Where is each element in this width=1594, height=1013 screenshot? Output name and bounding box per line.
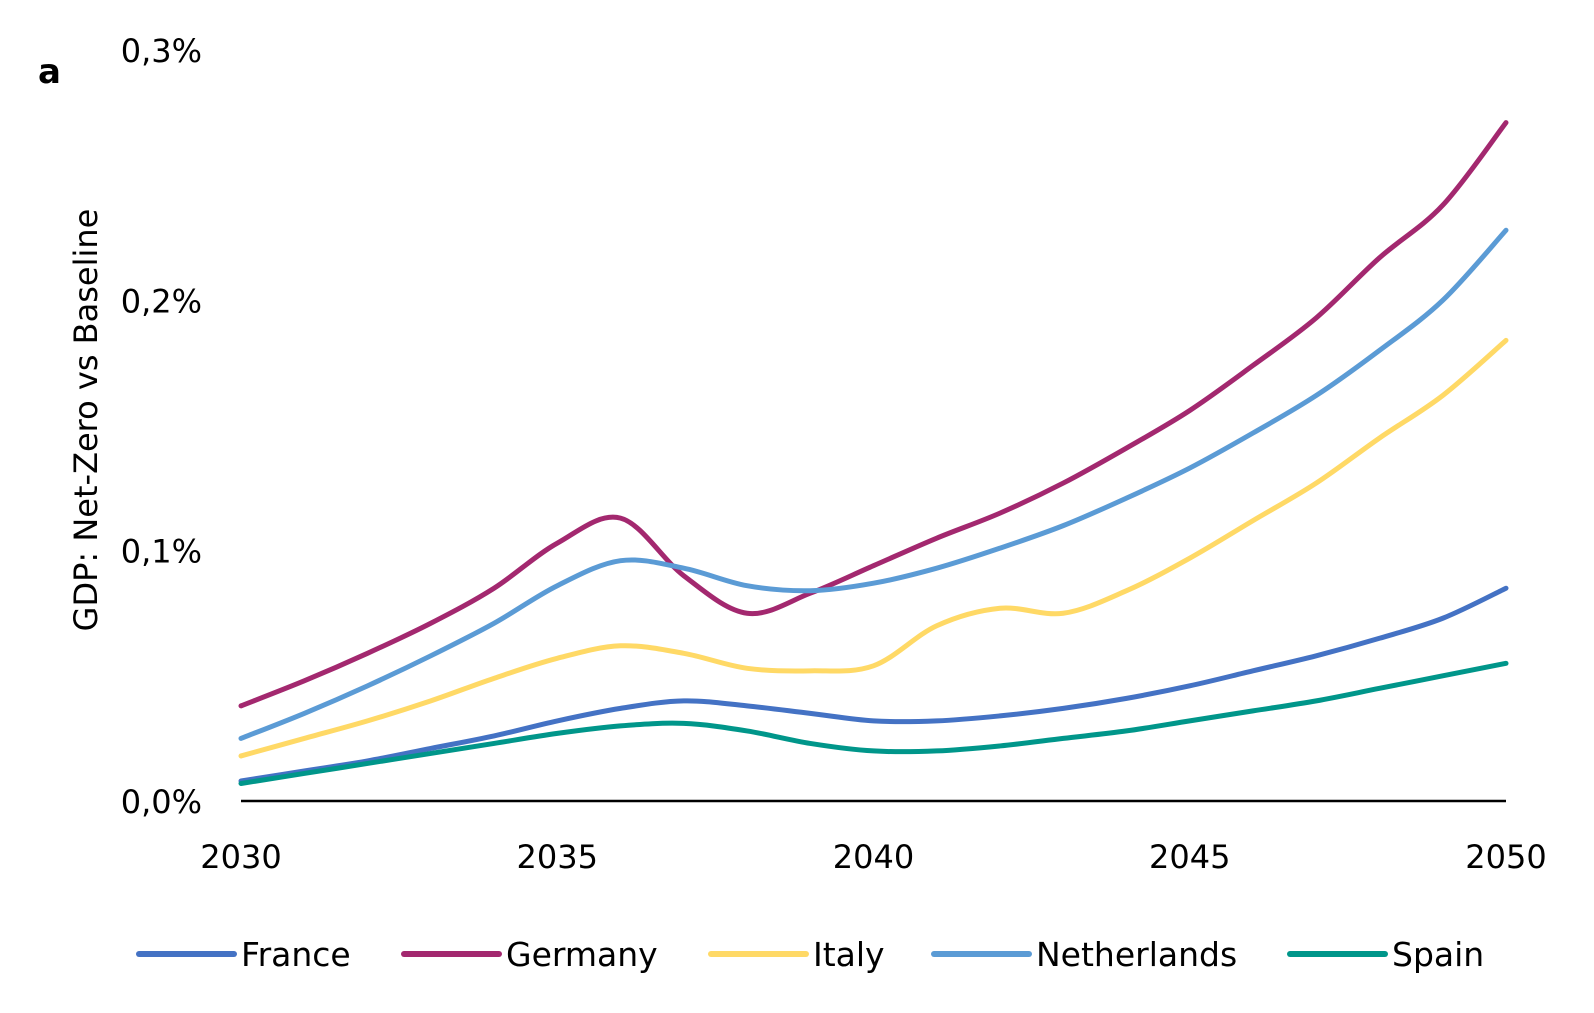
series-lines (238, 120, 1509, 786)
legend-label-netherlands: Netherlands (1036, 935, 1237, 974)
x-tick-label: 2045 (1149, 838, 1230, 876)
y-tick-label: 0,0% (121, 783, 202, 821)
series-line-germany (238, 120, 1509, 709)
panel-label: a (38, 52, 61, 92)
x-tick-label: 2050 (1465, 838, 1546, 876)
legend-label-france: France (241, 935, 351, 974)
legend: France Germany Italy Netherlands Spain (136, 935, 1484, 974)
x-tick-label: 2035 (517, 838, 598, 876)
legend-label-germany: Germany (506, 935, 658, 974)
series-line-spain (238, 660, 1509, 786)
legend-label-spain: Spain (1392, 935, 1484, 974)
series-line-netherlands (238, 227, 1509, 741)
series-line-italy (238, 337, 1509, 759)
y-tick-label: 0,1% (121, 533, 202, 571)
y-axis-title: GDP: Net-Zero vs Baseline (67, 209, 105, 632)
series-line-france (238, 585, 1509, 784)
legend-label-italy: Italy (813, 935, 885, 974)
x-tick-label: 2030 (200, 838, 281, 876)
y-tick-labels: 0,0% 0,1% 0,2% 0,3% (121, 32, 202, 821)
x-tick-labels: 2030 2035 2040 2045 2050 (200, 838, 1546, 876)
y-tick-label: 0,3% (121, 32, 202, 70)
x-tick-label: 2040 (833, 838, 914, 876)
y-tick-label: 0,2% (121, 282, 202, 320)
